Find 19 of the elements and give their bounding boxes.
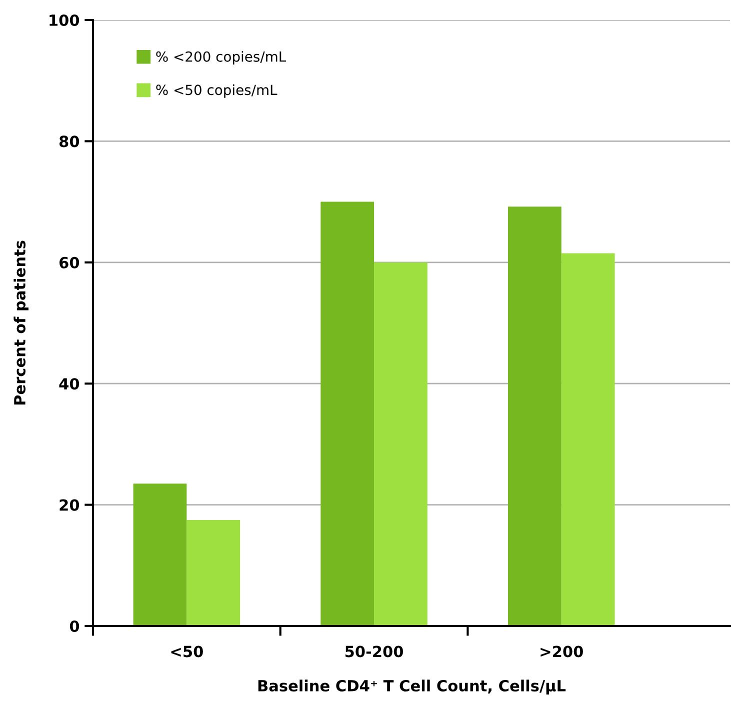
bar bbox=[374, 262, 428, 626]
y-tick-label: 100 bbox=[50, 14, 80, 26]
y-tick-label: 60 bbox=[59, 256, 80, 268]
bar bbox=[186, 520, 240, 626]
bar bbox=[320, 202, 374, 626]
x-tick-label: >200 bbox=[540, 646, 583, 658]
y-axis-title: Percent of patients bbox=[14, 240, 28, 405]
bar bbox=[561, 253, 615, 626]
x-tick-label: 50-200 bbox=[345, 646, 404, 658]
bar bbox=[133, 484, 187, 626]
y-tick-label: 40 bbox=[59, 378, 80, 390]
x-tick-label: <50 bbox=[171, 646, 203, 658]
y-tick-label: 80 bbox=[59, 136, 80, 148]
legend-label: % <50 copies/mL bbox=[156, 84, 278, 98]
y-tick-label: 20 bbox=[60, 499, 80, 511]
x-axis-title: Baseline CD4⁺ T Cell Count, Cells/µL bbox=[258, 680, 566, 694]
legend-label: % <200 copies/mL bbox=[156, 51, 286, 65]
bar bbox=[508, 206, 562, 626]
y-tick-label: 0 bbox=[70, 620, 80, 632]
